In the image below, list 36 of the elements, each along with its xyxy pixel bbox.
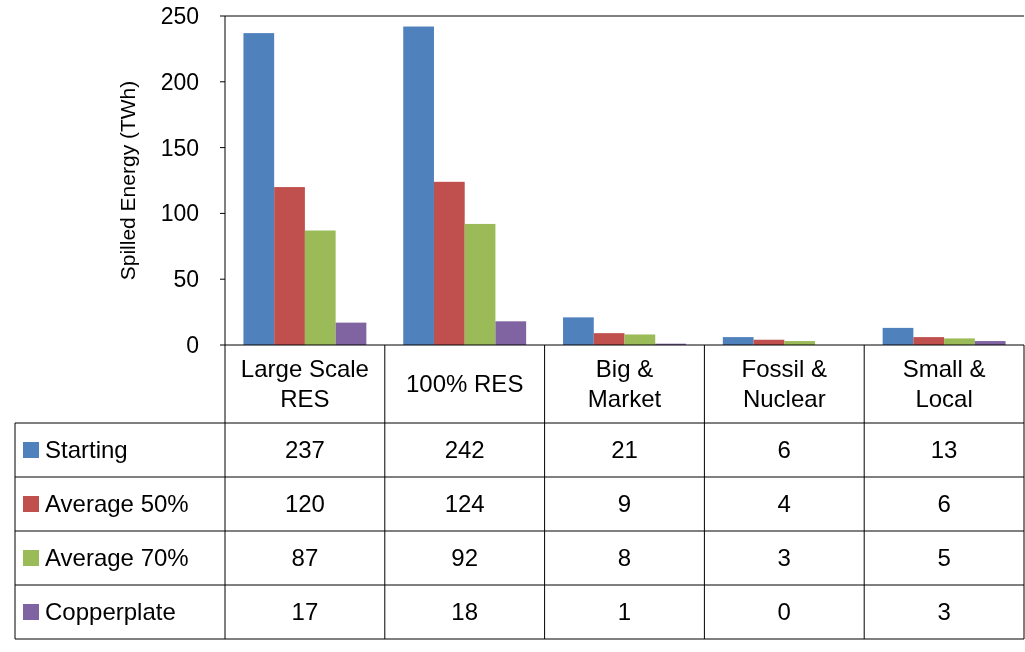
data-label: 237 <box>284 436 325 464</box>
data-label: 21 <box>611 436 638 464</box>
data-label: 0 <box>777 598 791 626</box>
data-label: 3 <box>937 598 951 626</box>
legend-label: Average 70% <box>45 544 189 572</box>
data-label: 13 <box>930 436 958 464</box>
y-axis-title: Spilled Energy (TWh) <box>116 80 139 281</box>
x-tick-label: 100% RES <box>406 370 524 398</box>
data-label: 8 <box>617 544 632 572</box>
data-label: 18 <box>451 598 479 626</box>
legend-label: Copperplate <box>45 598 176 626</box>
legend-label: Starting <box>45 436 128 464</box>
y-tick-label: 200 <box>160 68 199 95</box>
data-label: 242 <box>444 436 485 464</box>
data-label: 120 <box>284 490 325 518</box>
y-tick-label: 50 <box>173 266 199 293</box>
data-label: 1 <box>617 598 632 626</box>
data-label: 5 <box>937 544 951 572</box>
data-label: 4 <box>777 490 791 518</box>
data-label: 3 <box>777 544 791 572</box>
x-tick-label: Fossil & Nuclear <box>741 355 827 413</box>
x-tick-label: Big & Market <box>587 355 662 413</box>
data-label: 6 <box>777 436 791 464</box>
data-label: 124 <box>444 490 485 518</box>
data-label: 87 <box>291 544 319 572</box>
y-tick-label: 150 <box>160 134 199 161</box>
data-label: 6 <box>937 490 951 518</box>
y-tick-label: 250 <box>160 3 199 30</box>
data-label: 17 <box>291 598 319 626</box>
y-tick-label: 100 <box>160 200 199 227</box>
legend-label: Average 50% <box>45 490 189 518</box>
x-tick-label: Large Scale RES <box>240 355 369 413</box>
data-label: 9 <box>617 490 632 518</box>
y-tick-label: 0 <box>186 332 199 359</box>
x-tick-label: Small & Local <box>902 355 986 413</box>
data-label: 92 <box>451 544 479 572</box>
